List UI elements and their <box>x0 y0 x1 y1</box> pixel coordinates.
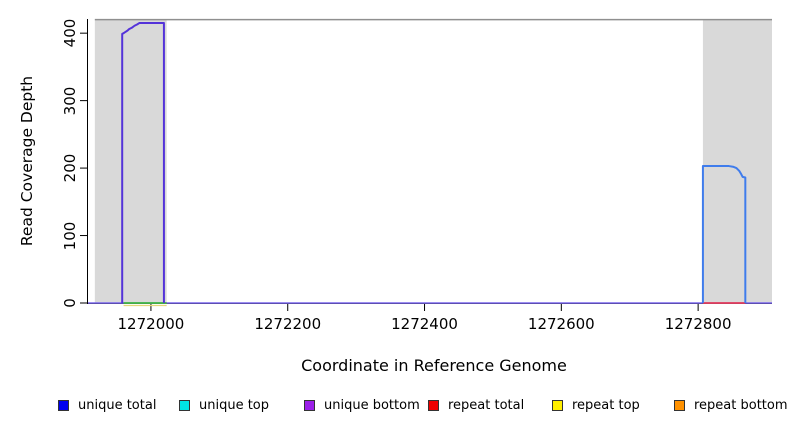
right-gray-region <box>702 19 772 303</box>
left-gray-region <box>94 19 167 303</box>
legend-label: repeat top <box>572 398 640 413</box>
legend-label: unique top <box>199 398 270 413</box>
x-tick-label: 1272400 <box>391 315 458 333</box>
coverage-right-peak-line <box>701 165 747 303</box>
legend-item: unique top <box>179 398 269 413</box>
legend-item: unique total <box>58 398 156 413</box>
legend-item: unique bottom <box>304 398 420 413</box>
legend-swatch-icon <box>552 400 563 411</box>
legend-item: repeat bottom <box>674 398 788 413</box>
x-tick-label: 1272200 <box>254 315 322 333</box>
legend-label: unique bottom <box>324 398 420 413</box>
legend-label: unique total <box>78 398 157 413</box>
legend-swatch-icon <box>304 400 315 411</box>
x-tick-label: 1272000 <box>117 315 185 333</box>
x-axis-title: Coordinate in Reference Genome <box>301 356 567 375</box>
legend-label: repeat bottom <box>694 398 788 413</box>
legend-swatch-icon <box>58 400 69 411</box>
x-tick-label: 1272800 <box>664 315 732 333</box>
unique-coverage-left-peak-line <box>121 22 165 303</box>
legend-label: repeat total <box>448 398 525 413</box>
legend-item: repeat top <box>552 398 640 413</box>
legend-swatch-icon <box>674 400 685 411</box>
legend-swatch-icon <box>179 400 190 411</box>
legend-item: repeat total <box>428 398 524 413</box>
legend-swatch-icon <box>428 400 439 411</box>
x-tick-label: 1272600 <box>527 315 595 333</box>
